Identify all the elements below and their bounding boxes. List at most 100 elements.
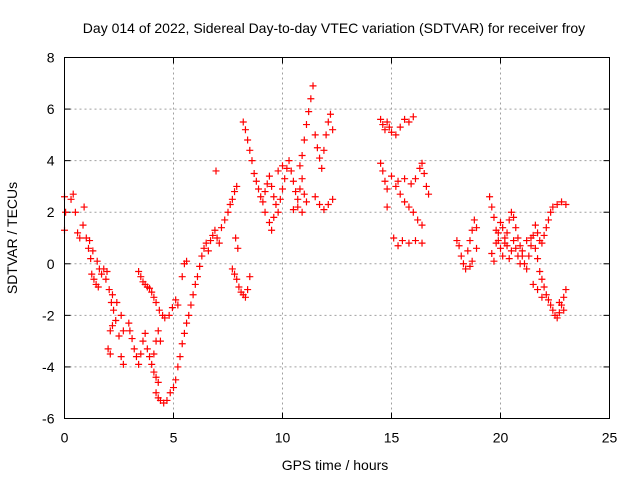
- data-point: [103, 268, 111, 276]
- data-point: [176, 353, 184, 361]
- data-point: [510, 213, 518, 221]
- data-point: [150, 350, 158, 358]
- data-point: [534, 286, 542, 294]
- y-tick-label: 2: [47, 204, 55, 220]
- data-point: [174, 363, 182, 371]
- data-point: [128, 335, 136, 343]
- data-point: [137, 273, 145, 281]
- data-point: [272, 200, 280, 208]
- data-point: [172, 376, 180, 384]
- data-point: [383, 185, 391, 193]
- data-point: [560, 293, 568, 301]
- data-point: [311, 131, 319, 139]
- data-point: [555, 298, 563, 306]
- data-point: [547, 208, 555, 216]
- x-tick-label: 0: [61, 430, 69, 446]
- data-point: [302, 198, 310, 206]
- data-point: [233, 182, 241, 190]
- data-point: [418, 239, 426, 247]
- data-point: [84, 244, 92, 252]
- data-point: [510, 237, 518, 245]
- data-point: [198, 252, 206, 260]
- data-point: [540, 231, 548, 239]
- data-point: [289, 177, 297, 185]
- data-points: [61, 82, 570, 407]
- data-point: [221, 216, 229, 224]
- data-point: [270, 213, 278, 221]
- data-point: [324, 200, 332, 208]
- data-point: [265, 219, 273, 227]
- data-point: [542, 291, 550, 299]
- data-point: [542, 224, 550, 232]
- data-point: [252, 177, 260, 185]
- data-point: [113, 298, 121, 306]
- data-point: [466, 262, 474, 270]
- data-point: [377, 159, 385, 167]
- data-point: [231, 188, 239, 196]
- data-point: [507, 208, 515, 216]
- data-point: [76, 234, 84, 242]
- data-point: [241, 293, 249, 301]
- data-point: [298, 175, 306, 183]
- data-point: [459, 260, 467, 268]
- data-point: [313, 144, 321, 152]
- data-point: [119, 327, 127, 335]
- data-point: [172, 296, 180, 304]
- data-point: [401, 115, 409, 123]
- data-point: [544, 216, 552, 224]
- data-point: [67, 195, 75, 203]
- data-point: [538, 293, 546, 301]
- data-point: [234, 244, 242, 252]
- data-point: [106, 350, 114, 358]
- data-point: [165, 311, 173, 319]
- data-point: [150, 368, 158, 376]
- data-point: [183, 319, 191, 327]
- data-point: [405, 239, 413, 247]
- data-point: [191, 280, 199, 288]
- data-point: [416, 164, 424, 172]
- data-point: [233, 275, 241, 283]
- data-point: [316, 200, 324, 208]
- y-tick-label: 0: [47, 256, 55, 272]
- data-point: [329, 126, 337, 134]
- data-point: [226, 200, 234, 208]
- data-point: [202, 239, 210, 247]
- data-point: [318, 164, 326, 172]
- data-point: [457, 252, 465, 260]
- data-point: [276, 195, 284, 203]
- data-point: [553, 314, 561, 322]
- data-point: [538, 275, 546, 283]
- data-point: [143, 345, 151, 353]
- data-point: [527, 242, 535, 250]
- data-point: [425, 190, 433, 198]
- data-point: [534, 229, 542, 237]
- data-point: [211, 226, 219, 234]
- data-point: [152, 389, 160, 397]
- data-point: [268, 226, 276, 234]
- data-point: [166, 389, 174, 397]
- data-point: [549, 306, 557, 314]
- data-point: [108, 322, 116, 330]
- data-point: [257, 193, 265, 201]
- data-point: [152, 298, 160, 306]
- data-point: [146, 353, 154, 361]
- data-point: [228, 265, 236, 273]
- data-point: [531, 221, 539, 229]
- data-point: [486, 193, 494, 201]
- data-point: [231, 270, 239, 278]
- data-point: [562, 200, 570, 208]
- data-point: [422, 182, 430, 190]
- data-point: [296, 185, 304, 193]
- data-point: [287, 167, 295, 175]
- data-point: [529, 280, 537, 288]
- data-point: [135, 268, 143, 276]
- data-point: [473, 244, 481, 252]
- data-point: [377, 115, 385, 123]
- data-point: [102, 275, 110, 283]
- data-point: [553, 200, 561, 208]
- data-point: [298, 208, 306, 216]
- y-tick-label: 4: [47, 153, 55, 169]
- data-point: [514, 234, 522, 242]
- data-point: [104, 345, 112, 353]
